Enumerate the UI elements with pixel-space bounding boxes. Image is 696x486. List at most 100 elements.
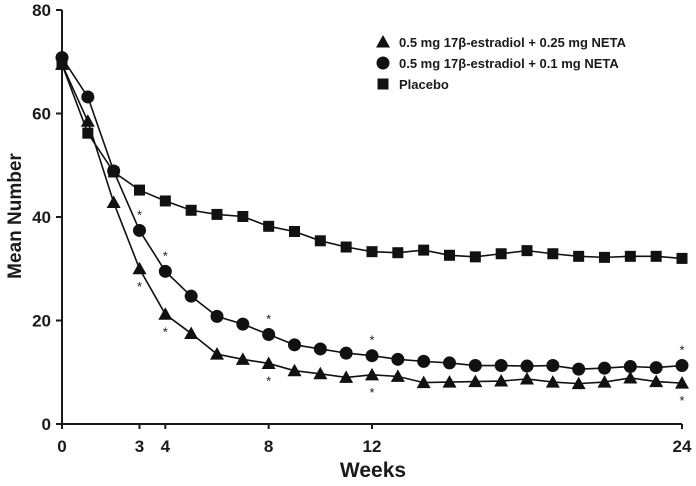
triangle-marker: [132, 261, 147, 275]
triangle-marker: [675, 376, 689, 389]
square-marker: [366, 246, 378, 258]
triangle-marker: [313, 366, 328, 380]
legend-triangle-marker: [376, 35, 390, 48]
significance-star: *: [369, 333, 374, 348]
y-axis-title: Mean Number: [5, 153, 26, 279]
significance-star: *: [369, 385, 374, 400]
square-marker: [108, 166, 120, 178]
circle-marker: [598, 361, 611, 375]
triangle-marker: [571, 376, 586, 390]
square-marker: [624, 250, 636, 262]
circle-marker: [546, 359, 560, 373]
square-marker: [263, 220, 275, 232]
circle-marker: [236, 317, 250, 331]
circle-marker: [391, 352, 405, 366]
circle-marker: [262, 327, 276, 341]
square-marker: [56, 58, 68, 70]
legend-label: 0.5 mg 17β-estradiol + 0.1 mg NETA: [399, 56, 619, 71]
circle-marker: [494, 359, 508, 373]
circle-marker: [468, 359, 482, 373]
square-marker: [444, 249, 455, 261]
square-marker: [159, 195, 171, 207]
circle-marker: [288, 338, 301, 352]
legend-label: Placebo: [399, 77, 449, 92]
circle-marker: [572, 362, 586, 376]
square-marker: [469, 251, 481, 263]
circle-marker: [81, 90, 95, 104]
circle-marker: [210, 309, 224, 323]
legend-circle-marker: [376, 56, 390, 70]
significance-star: *: [679, 393, 684, 408]
square-marker: [573, 250, 585, 262]
triangle-marker: [210, 347, 224, 360]
triangle-marker: [623, 370, 638, 384]
circle-marker: [443, 356, 456, 370]
square-marker: [237, 210, 249, 222]
y-tick-label: 0: [42, 415, 51, 434]
x-tick-label: 0: [57, 437, 66, 456]
circle-marker: [649, 361, 663, 375]
x-axis-title: Weeks: [340, 459, 406, 482]
circle-marker: [158, 264, 172, 278]
square-marker: [185, 204, 197, 216]
triangle-marker: [597, 375, 612, 388]
square-marker: [599, 251, 610, 263]
triangle-marker: [494, 374, 509, 387]
triangle-marker: [390, 369, 405, 382]
significance-star: *: [163, 248, 168, 263]
circle-marker: [675, 359, 689, 373]
significance-marks: * * * * * * * * * *: [137, 207, 685, 408]
triangle-marker: [158, 307, 173, 320]
y-tick-label: 20: [32, 312, 51, 331]
square-marker: [392, 247, 404, 259]
triangle-marker: [261, 356, 276, 369]
triangle-marker: [365, 367, 379, 381]
significance-star: *: [266, 311, 271, 326]
square-marker: [650, 250, 662, 262]
y-tick-label: 80: [32, 1, 51, 20]
triangle-marker: [520, 371, 534, 385]
circle-marker: [133, 223, 146, 237]
significance-star: *: [137, 207, 142, 222]
square-marker: [340, 241, 352, 253]
circle-marker: [520, 359, 534, 373]
square-marker: [547, 248, 559, 260]
square-marker: [289, 225, 300, 237]
circle-series-line: [61, 57, 683, 370]
triangle-marker: [184, 326, 199, 339]
x-tick-label: 4: [161, 437, 171, 456]
y-tick-label: 40: [32, 208, 51, 227]
square-series-line: [61, 64, 683, 260]
significance-star: *: [163, 324, 168, 339]
circle-marker: [417, 354, 431, 368]
x-tick-label: 24: [673, 437, 692, 456]
x-tick-label: 12: [363, 437, 382, 456]
series-markers: [55, 51, 689, 390]
x-tick-label: 3: [135, 437, 144, 456]
y-tick-label: 60: [32, 105, 51, 124]
triangle-marker: [339, 370, 354, 383]
square-marker: [211, 208, 223, 220]
triangle-marker: [287, 363, 302, 377]
square-marker: [418, 244, 430, 256]
triangle-marker: [106, 195, 121, 209]
axes: 0 20 40 60 80 0 3 4 8 12 24: [32, 1, 692, 456]
circle-marker: [365, 349, 379, 363]
square-marker: [521, 245, 533, 257]
circle-marker: [623, 360, 637, 374]
square-marker: [82, 127, 94, 139]
x-tick-label: 8: [264, 437, 273, 456]
square-marker: [676, 252, 688, 264]
circle-marker: [313, 342, 327, 356]
triangle-marker: [649, 374, 664, 388]
triangle-marker: [416, 375, 431, 389]
legend-label: 0.5 mg 17β-estradiol + 0.25 mg NETA: [399, 35, 627, 50]
legend-square-marker: [377, 78, 389, 90]
legend: 0.5 mg 17β-estradiol + 0.25 mg NETA 0.5 m…: [376, 35, 627, 92]
square-marker: [314, 235, 326, 247]
significance-star: *: [679, 343, 684, 358]
square-marker: [495, 248, 507, 260]
triangle-marker: [468, 374, 483, 388]
